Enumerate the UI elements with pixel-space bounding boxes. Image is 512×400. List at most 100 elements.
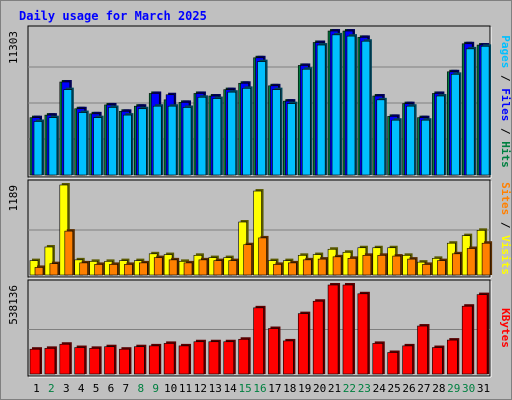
- bar-sites-day-5: [94, 264, 103, 276]
- bar-kbytes-day-14: [223, 341, 235, 375]
- bar-pages-day-29: [450, 74, 460, 176]
- legend-separator: /: [499, 121, 512, 141]
- x-tick-label-day-20: 20: [313, 382, 326, 395]
- legend-kbytes: KBytes: [499, 308, 512, 348]
- x-tick-label-day-23: 23: [358, 382, 371, 395]
- bar-pages-day-1: [33, 121, 43, 176]
- bar-kbytes-day-5: [89, 348, 100, 375]
- bar-kbytes-day-1: [29, 348, 41, 375]
- bar-sites-day-24: [377, 255, 387, 276]
- bar-pages-day-4: [78, 112, 88, 176]
- bar-pages-day-8: [138, 108, 147, 176]
- bar-sites-day-2: [49, 263, 59, 276]
- bar-sites-day-8: [139, 262, 148, 276]
- bar-sites-day-30: [466, 248, 476, 276]
- bar-pages-day-10: [167, 105, 177, 176]
- bar-kbytes-day-4: [74, 347, 86, 375]
- y-max-label-kbytes: 538136: [7, 285, 20, 325]
- bar-kbytes-day-9: [148, 345, 160, 375]
- bar-sites-day-9: [153, 257, 163, 276]
- bar-pages-day-11: [182, 107, 192, 176]
- x-tick-label-day-17: 17: [268, 382, 281, 395]
- bar-kbytes-day-19: [297, 313, 309, 375]
- bar-kbytes-day-2: [44, 348, 56, 375]
- bar-pages-day-16: [257, 61, 266, 176]
- bar-pages-day-5: [93, 117, 102, 176]
- x-tick-label-day-9: 9: [152, 382, 159, 395]
- x-tick-label-day-28: 28: [432, 382, 445, 395]
- x-tick-label-day-6: 6: [108, 382, 115, 395]
- x-tick-label-day-16: 16: [253, 382, 266, 395]
- bar-kbytes-day-30: [461, 305, 473, 375]
- x-tick-label-day-29: 29: [447, 382, 460, 395]
- bar-pages-day-31: [480, 46, 490, 176]
- bar-sites-day-11: [183, 262, 193, 276]
- bar-kbytes-day-17: [268, 328, 279, 375]
- x-tick-label-day-12: 12: [194, 382, 207, 395]
- x-tick-label-day-30: 30: [462, 382, 475, 395]
- bar-pages-day-18: [287, 103, 296, 176]
- x-tick-label-day-3: 3: [63, 382, 70, 395]
- bar-pages-day-21: [331, 34, 341, 176]
- bar-kbytes-day-26: [402, 345, 413, 375]
- bar-pages-day-13: [212, 98, 222, 176]
- x-tick-label-day-19: 19: [298, 382, 311, 395]
- bar-pages-day-12: [197, 96, 207, 176]
- bar-kbytes-day-16: [253, 307, 264, 375]
- legend-visits_sites: Sites / Visits: [499, 182, 512, 275]
- bar-visits-day-16: [253, 190, 262, 276]
- bar-sites-day-3: [64, 230, 74, 276]
- bar-sites-day-28: [437, 260, 446, 276]
- legend-item-sites: Sites: [499, 182, 512, 215]
- bar-pages-day-27: [421, 119, 430, 176]
- bar-kbytes-day-20: [312, 300, 324, 375]
- bar-sites-day-18: [288, 262, 297, 276]
- bar-sites-day-21: [332, 256, 342, 276]
- bar-pages-day-17: [272, 89, 281, 176]
- bar-pages-day-7: [123, 114, 132, 176]
- bar-sites-day-1: [34, 267, 44, 276]
- bar-sites-day-20: [317, 258, 327, 276]
- bar-sites-day-17: [273, 264, 282, 276]
- bar-pages-day-2: [48, 117, 58, 176]
- bar-visits-day-2: [44, 246, 54, 276]
- bar-kbytes-day-3: [59, 343, 71, 375]
- bar-pages-day-14: [227, 91, 237, 176]
- x-tick-label-day-4: 4: [78, 382, 85, 395]
- bar-sites-day-25: [392, 255, 401, 276]
- x-tick-label-day-5: 5: [93, 382, 100, 395]
- bar-kbytes-day-10: [163, 343, 175, 375]
- bar-sites-day-4: [79, 262, 89, 276]
- bar-sites-day-16: [258, 237, 267, 276]
- bar-kbytes-day-6: [104, 346, 115, 375]
- bar-pages-day-26: [406, 105, 415, 176]
- bar-sites-day-26: [407, 258, 416, 276]
- bar-kbytes-day-27: [417, 325, 428, 375]
- bar-pages-day-3: [63, 89, 73, 176]
- legend-separator: /: [499, 68, 512, 88]
- x-tick-label-day-31: 31: [477, 382, 490, 395]
- bar-sites-day-23: [362, 255, 372, 276]
- bar-pages-day-19: [301, 68, 311, 176]
- chart-title: Daily usage for March 2025: [19, 9, 207, 23]
- bar-pages-day-24: [376, 99, 386, 176]
- bar-pages-day-25: [391, 119, 400, 176]
- x-tick-label-day-13: 13: [209, 382, 222, 395]
- legend-item-kbytes: KBytes: [499, 308, 512, 348]
- x-tick-label-day-8: 8: [137, 382, 144, 395]
- bar-kbytes-day-13: [208, 341, 220, 375]
- bar-kbytes-day-21: [327, 284, 339, 375]
- x-tick-label-day-2: 2: [48, 382, 55, 395]
- x-tick-label-day-26: 26: [402, 382, 415, 395]
- x-tick-label-day-10: 10: [164, 382, 177, 395]
- bar-sites-day-27: [422, 264, 431, 276]
- bar-pages-day-6: [108, 107, 117, 176]
- bar-kbytes-day-12: [193, 341, 205, 375]
- y-max-label-hits_files_pages: 11303: [7, 31, 20, 64]
- bar-sites-day-13: [213, 260, 223, 276]
- bar-kbytes-day-15: [238, 338, 249, 375]
- bar-pages-day-28: [436, 95, 445, 176]
- x-tick-label-day-14: 14: [224, 382, 238, 395]
- bar-sites-day-7: [124, 264, 133, 276]
